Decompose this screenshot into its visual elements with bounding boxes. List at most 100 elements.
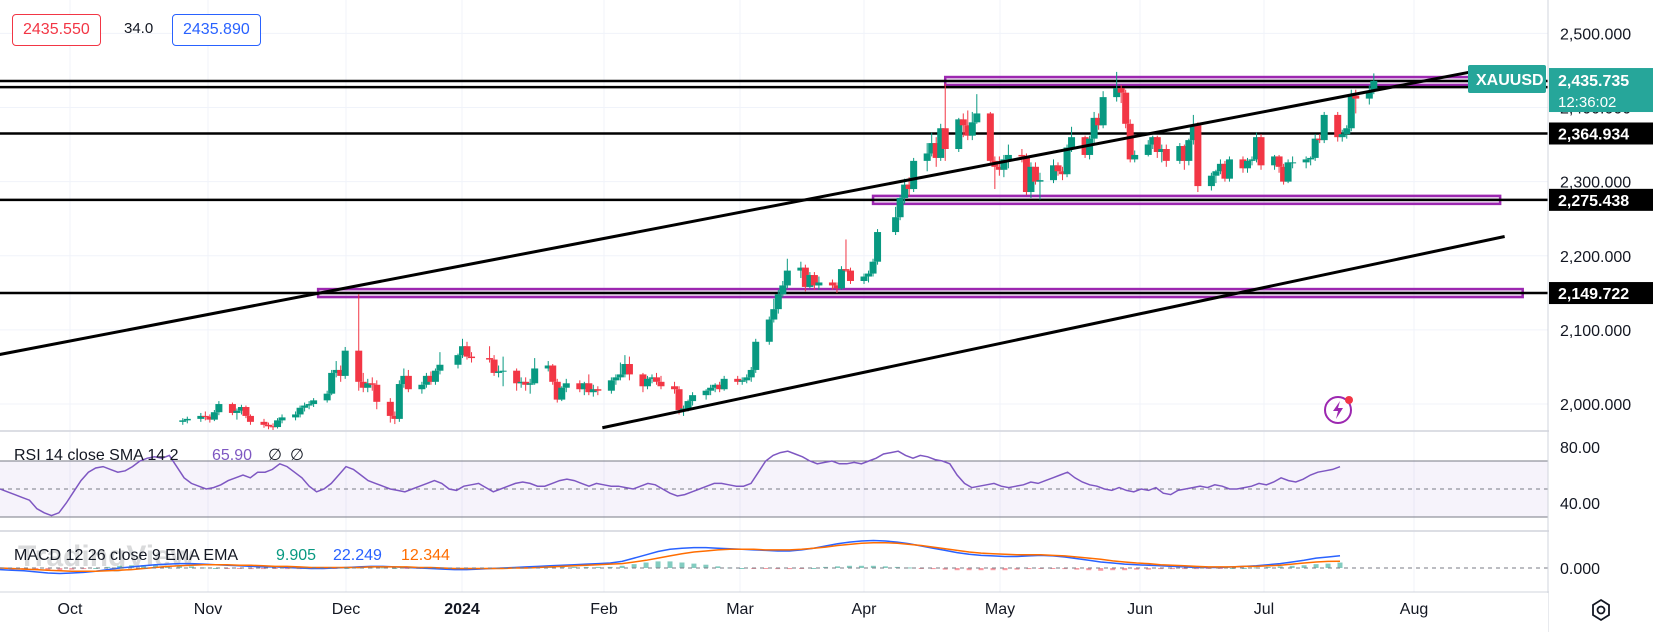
macd-histogram-bar (284, 568, 290, 570)
candle-body (986, 113, 994, 161)
candle-body (1338, 134, 1346, 138)
macd-signal-line (0, 541, 1341, 573)
price-axis[interactable]: 2,500.0002,400.0002,300.0002,200.0002,10… (1468, 0, 1655, 632)
ask-price[interactable]: 2435.890 (172, 14, 261, 46)
time-axis-bg (0, 593, 1548, 632)
candle-body (386, 401, 394, 416)
settings-icon[interactable] (1588, 597, 1614, 623)
macd-histogram-bar (667, 561, 673, 568)
rsi-legend-extra1: ∅ (268, 447, 282, 464)
candle-body (549, 365, 557, 382)
candle-body (707, 387, 715, 391)
candle-body (323, 393, 331, 401)
bid-price[interactable]: 2435.550 (12, 14, 101, 46)
candle-body (621, 364, 629, 375)
candle-body (797, 267, 805, 271)
candle-body (301, 405, 309, 408)
candle-body (1158, 149, 1166, 152)
lightning-icon[interactable] (1322, 392, 1356, 426)
symbol-tag-bg[interactable] (1468, 65, 1546, 94)
macd-histogram-bar (236, 568, 242, 569)
candle-body (995, 166, 1003, 170)
trendlines[interactable] (0, 67, 1505, 430)
candle-body (1311, 138, 1319, 158)
candle-body (815, 282, 823, 286)
candle-body (1176, 146, 1184, 161)
candle-body (328, 372, 336, 394)
candle-body (454, 355, 462, 365)
time-tick-label: Jun (1127, 601, 1153, 618)
candle-body (968, 122, 976, 136)
candle-body (197, 415, 205, 419)
candle-body (1216, 163, 1224, 172)
price-zones[interactable] (316, 75, 1524, 299)
macd-legend[interactable]: MACD 12 26 close 9 EMA EMA 9.905 22.249 … (14, 547, 450, 564)
candle-body (671, 386, 679, 390)
time-tick-label: Apr (852, 601, 878, 618)
trendline[interactable] (602, 235, 1505, 430)
candle-body (837, 269, 845, 289)
candle-body (368, 383, 376, 385)
candle-body (1225, 159, 1233, 179)
macd-histogram-bar (1026, 568, 1032, 570)
macd-histogram-bar (188, 566, 194, 568)
macd-histogram-bar (0, 568, 3, 570)
candle-body (427, 375, 435, 382)
last-price-label: 2,435.735 (1558, 73, 1629, 90)
macd-histogram-bar (775, 568, 781, 570)
candle-body (1289, 162, 1297, 164)
time-tick-label: Dec (332, 601, 360, 618)
candle-body (1180, 146, 1188, 161)
candle-body (341, 350, 349, 376)
candle-body (928, 143, 936, 154)
macd-histogram-bar (571, 566, 577, 568)
candle-body (210, 412, 218, 420)
rsi-legend[interactable]: RSI 14 close SMA 14 2 65.90 ∅ ∅ (14, 447, 304, 464)
macd-histogram-bar (643, 562, 649, 568)
macd-histogram-bar (870, 565, 876, 568)
candle-body (486, 358, 494, 360)
candle-body (1347, 95, 1355, 129)
candle-body (1149, 137, 1157, 145)
candle-body (1126, 123, 1134, 160)
candle-body (743, 377, 751, 381)
macd-histogram-bar (69, 568, 75, 570)
candle-body (576, 383, 584, 390)
macd-histogram-bar (1217, 568, 1223, 569)
candle-body (1320, 114, 1328, 141)
symbol-tag[interactable]: XAUUSD (1476, 72, 1544, 89)
candle-body (1050, 165, 1058, 181)
candle-body (833, 285, 841, 289)
candle-body (1031, 166, 1039, 182)
macd-histogram-bar (1158, 568, 1164, 570)
level-price-bg (1549, 282, 1653, 305)
candle-body (246, 415, 254, 422)
horizontal-levels[interactable] (0, 79, 1548, 295)
candle-body (458, 346, 466, 356)
candle-body (720, 378, 728, 390)
macd-tick-label: 0.000 (1560, 561, 1600, 578)
macd-histogram-bar (930, 568, 936, 570)
candle-body (1307, 157, 1315, 160)
macd-legend-name: MACD 12 26 close 9 EMA EMA (14, 547, 238, 564)
candle-body (1004, 154, 1012, 160)
macd-histogram-bar (1313, 564, 1319, 568)
candle-body (233, 410, 241, 413)
candle-body (359, 381, 367, 388)
candle-body (237, 407, 245, 411)
macd-histogram-bar (93, 568, 99, 569)
trendline[interactable] (0, 67, 1487, 367)
candle-body (1063, 147, 1071, 175)
candle-body (752, 341, 760, 370)
candle-body (544, 365, 552, 369)
macd-histogram-bar (954, 568, 960, 571)
level-price-bg (1549, 188, 1653, 211)
candle-body (206, 416, 214, 420)
candle-body (901, 184, 909, 198)
time-axis[interactable]: Oct Nov Dec 2024 Feb Mar Apr May Jun Jul Aug (0, 593, 1548, 632)
macd-histogram-bar (1193, 568, 1199, 570)
candle-body (260, 421, 268, 425)
